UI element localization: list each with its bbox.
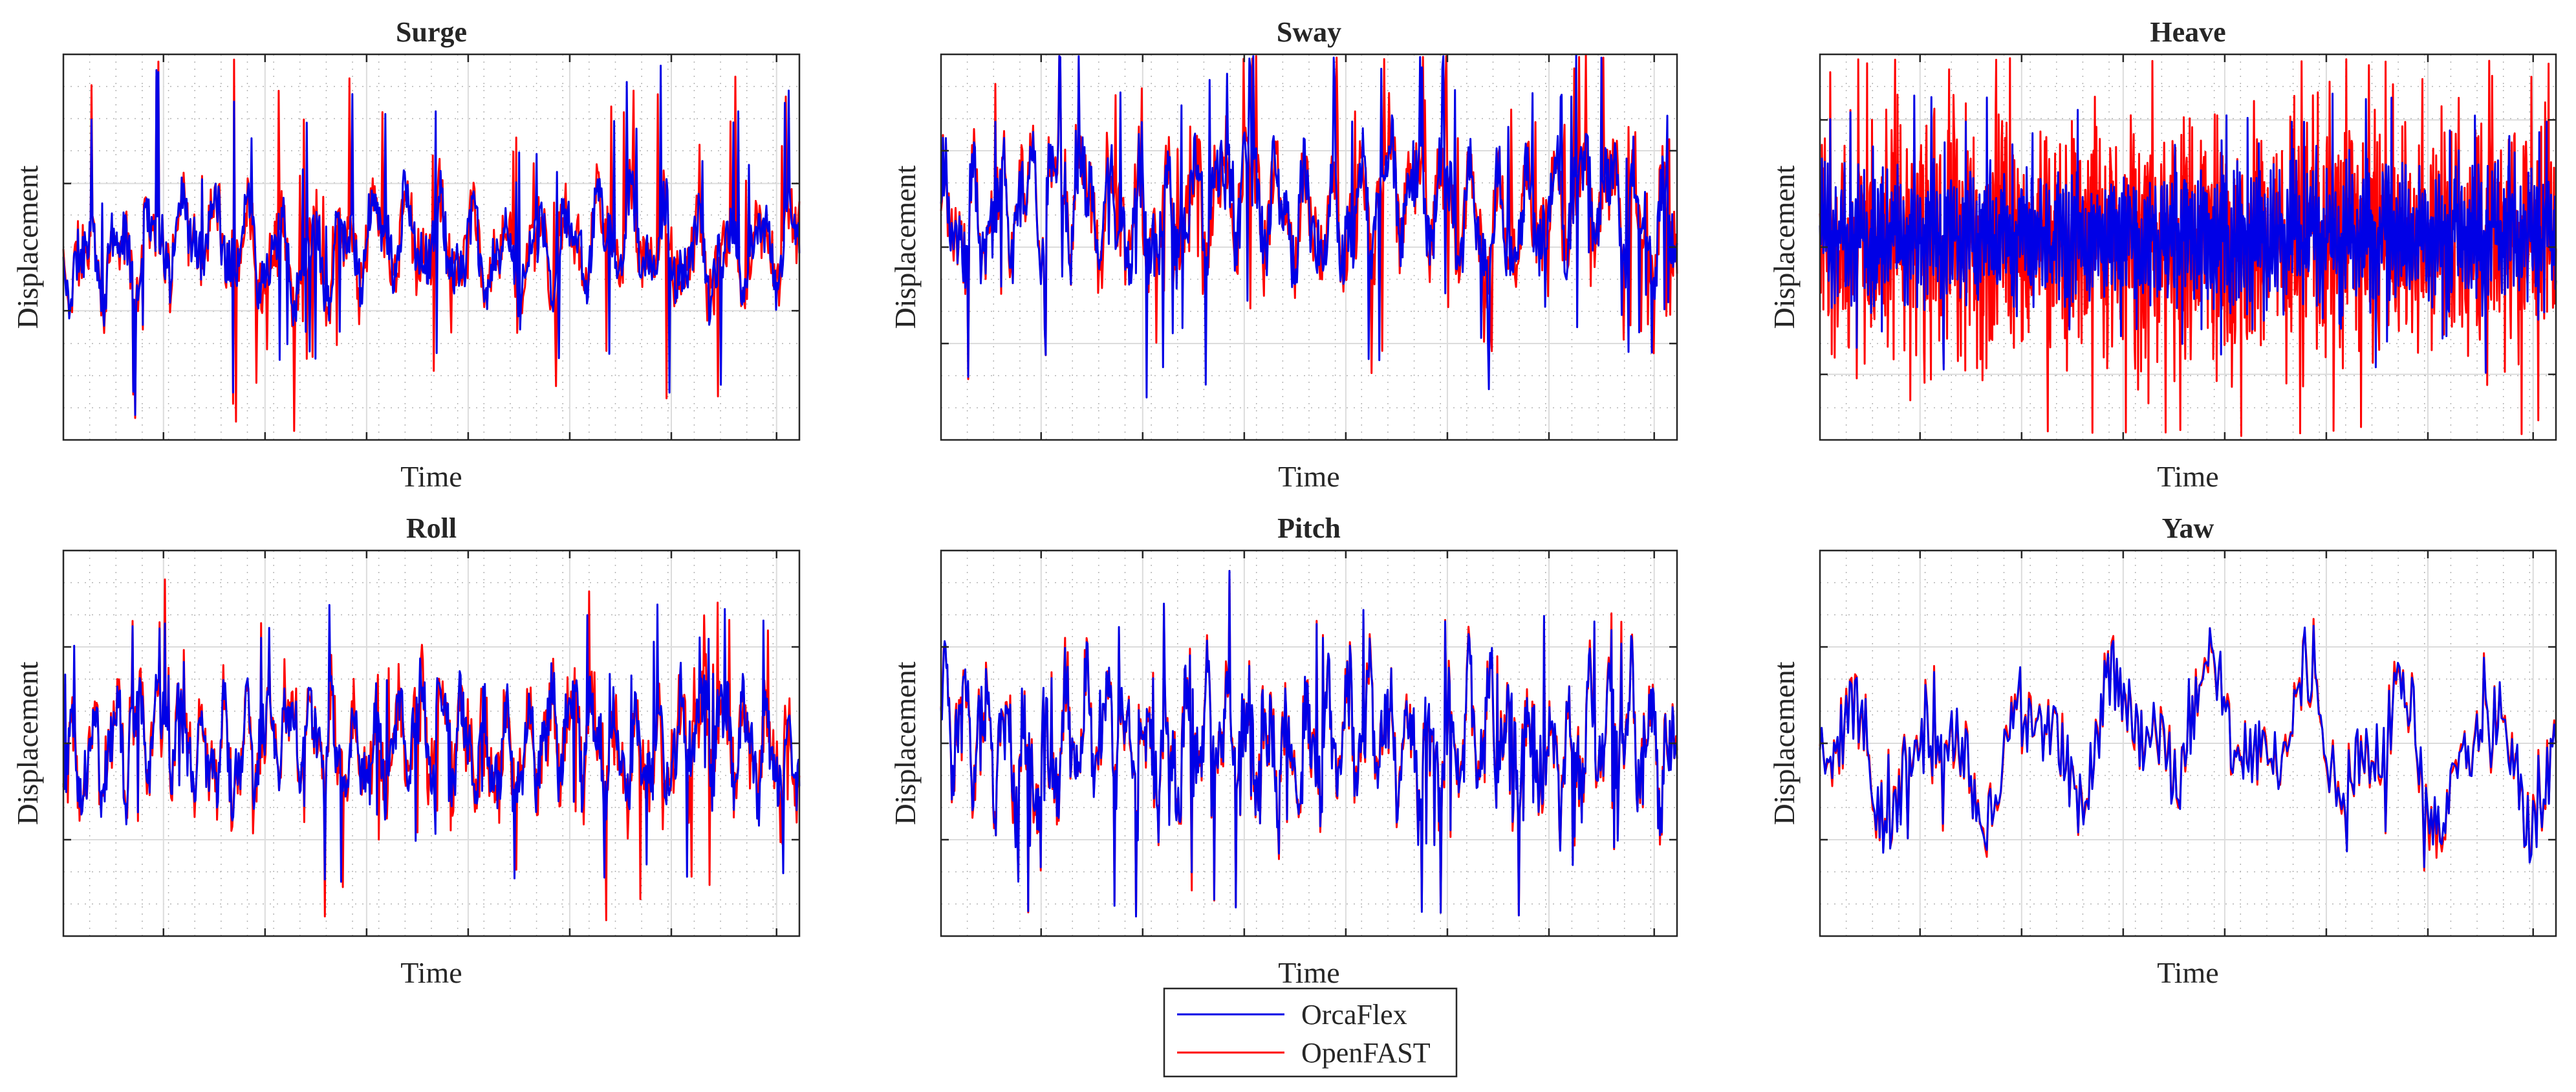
sway-ylabel: Displacement [889,165,922,329]
subplot-surge: Surge Time Displacement [11,16,801,493]
subplot-grid: Surge Time Displacement Sway Time Displacemen… [11,16,2557,989]
surge-xlabel: Time [400,460,462,493]
surge-series-orcaflex [62,65,801,416]
sway-title: Sway [1277,16,1341,48]
surge-ylabel: Displacement [11,165,44,329]
legend-label-openfast: OpenFAST [1301,1037,1431,1069]
roll-title: Roll [406,512,457,544]
subplot-pitch: Pitch Time Displacement [889,512,1678,989]
legend-box [1163,987,1458,1078]
yaw-title: Yaw [2162,512,2214,544]
yaw-series-orcaflex [1819,624,2557,868]
sway-series-orcaflex [940,54,1678,399]
yaw-ylabel: Displacement [1768,661,1801,825]
roll-series-orcaflex [62,604,801,883]
yaw-xlabel: Time [2157,956,2218,989]
surge-axes-box [62,53,801,441]
legend: OrcaFlex OpenFAST [1163,987,1458,1078]
subplot-heave: Heave Time Displacement [1768,16,2557,493]
legend-label-orcaflex: OrcaFlex [1301,999,1407,1031]
surge-title: Surge [396,16,467,48]
sway-xlabel: Time [1278,460,1339,493]
subplot-roll: Roll Time Displacement [11,512,801,989]
subplot-yaw: Yaw Time Displacement [1768,512,2557,989]
pitch-ylabel: Displacement [889,661,922,825]
pitch-title: Pitch [1277,512,1341,544]
pitch-xlabel: Time [1278,956,1339,989]
heave-title: Heave [2150,16,2225,48]
heave-ylabel: Displacement [1768,165,1801,329]
pitch-series-orcaflex [940,570,1678,918]
subplot-sway: Sway Time Displacement [889,16,1678,493]
heave-series-orcaflex [1819,93,2557,374]
roll-xlabel: Time [400,956,462,989]
roll-ylabel: Displacement [11,661,44,825]
heave-xlabel: Time [2157,460,2218,493]
